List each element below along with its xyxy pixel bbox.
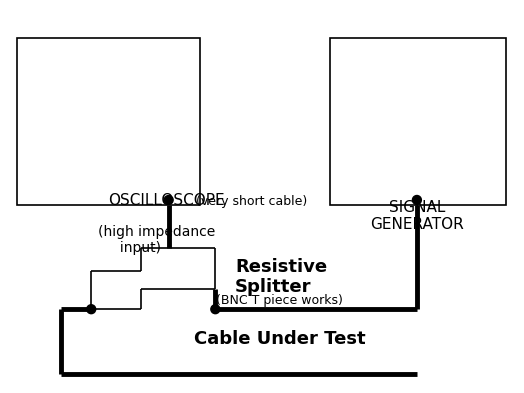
Circle shape [164, 195, 173, 204]
Text: Cable Under Test: Cable Under Test [194, 330, 366, 348]
Circle shape [87, 305, 96, 314]
Text: (very short cable): (very short cable) [196, 195, 308, 208]
Bar [330, 38, 506, 205]
Bar [17, 38, 201, 205]
Circle shape [412, 195, 421, 204]
Text: (high impedance
     input): (high impedance input) [98, 225, 215, 255]
Text: Resistive
Splitter: Resistive Splitter [235, 257, 328, 296]
Circle shape [211, 305, 220, 314]
Text: (BNC T piece works): (BNC T piece works) [216, 294, 343, 307]
Text: SIGNAL
GENERATOR: SIGNAL GENERATOR [370, 200, 464, 232]
Text: OSCILLOSCOPE: OSCILLOSCOPE [108, 193, 225, 208]
